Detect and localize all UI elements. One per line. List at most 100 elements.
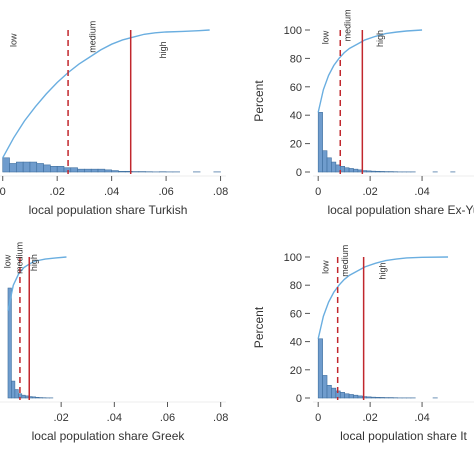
histogram-bar [2,157,10,173]
x-tick-label: .06 [160,412,175,424]
y-tick-label: 100 [284,252,302,264]
histogram-bar [353,168,359,173]
x-tick-label: 0 [315,412,321,424]
histogram-bar [348,168,354,173]
y-tick-label: 20 [290,365,302,377]
histogram-bar [31,396,36,399]
histogram-bar [11,380,16,399]
histogram-bar [21,394,26,399]
histogram-bar [24,395,30,399]
chart-panel-top-left: low medium high 0 .02 .04 .06 .08 local populati… [0,21,228,217]
histogram-bar [331,161,337,173]
histogram-bar [344,393,350,399]
x-tick-label: .02 [50,186,65,198]
histogram-bar [366,170,372,173]
histogram-bar [16,161,24,173]
region-label-medium: medium [87,21,97,53]
histogram-bar [339,392,345,399]
histogram-bar [9,163,17,173]
histogram-bar [56,166,65,173]
histogram-bar [326,385,332,399]
cumulative-share-line [317,29,423,113]
x-tick-label: .08 [213,186,228,198]
x-tick-label: 0 [0,186,6,198]
x-axis-title: local population share Turkish [29,203,188,217]
histogram-bar [317,338,323,399]
chart-panel-bottom-right: low medium high 0 .02 .04 0 20 40 60 80 100 local po… [252,245,474,443]
region-label-low: low [321,260,331,274]
histogram-bar [22,161,31,173]
x-tick-label: .08 [213,412,228,424]
histogram-bar [90,168,99,173]
x-axis-title: local population share It [340,429,467,443]
y-tick-label: 0 [296,167,302,179]
y-tick-label: 80 [290,280,302,292]
histogram-bar [357,395,363,399]
x-tick-label: .04 [104,186,119,198]
histogram-bar [118,170,126,173]
histogram-bar [317,112,323,173]
y-tick-label: 60 [290,82,302,94]
x-axis-title: local population share Ex-Yu [327,203,474,217]
region-label-low: low [8,33,18,47]
histogram-bar [14,389,19,399]
y-tick-label: 60 [290,308,302,320]
histogram-bar [353,394,359,399]
histogram-bar [331,387,337,399]
histogram-bar [29,161,38,173]
histogram-bar [322,150,328,173]
histogram-bar [375,396,381,399]
histogram-bar [70,167,78,173]
histogram-bar [84,168,92,173]
x-tick-label: .02 [362,186,377,198]
histogram-bar [7,287,12,399]
histogram-bar [370,396,376,399]
chart-panel-bottom-left: low medium high .02 .04 .06 .08 local populatio… [0,242,228,443]
y-tick-label: 40 [290,337,302,349]
x-tick-label: .06 [158,186,173,198]
region-label-low: low [3,254,13,268]
y-tick-label: 40 [290,110,302,122]
histogram-bar [104,169,112,173]
cumulative-share-line [317,256,449,339]
y-tick-label: 0 [296,393,302,405]
x-tick-label: .04 [414,186,429,198]
histogram-bar [379,397,385,399]
x-tick-label: 0 [315,186,321,198]
x-tick-label: .04 [107,412,122,424]
region-label-medium: medium [15,242,25,274]
x-axis-title: local population share Greek [32,429,186,443]
chart-panel-top-right: low medium high 0 .02 .04 0 20 40 60 80 100 local po… [252,9,474,217]
y-tick-label: 20 [290,139,302,151]
x-tick-label: .02 [54,412,69,424]
x-tick-label: .04 [414,412,429,424]
y-tick-label: 100 [284,25,302,37]
histogram-bar [50,166,58,173]
region-label-medium: medium [343,9,353,41]
region-label-high: high [375,30,385,47]
region-label-high: high [158,41,168,58]
region-label-low: low [321,30,331,44]
y-tick-label: 80 [290,53,302,65]
histogram-bar [366,396,372,399]
region-label-high: high [378,263,388,280]
histogram-bar [35,396,40,399]
region-label-medium: medium [340,245,350,277]
histogram-bar [370,170,376,173]
region-label-high: high [29,254,39,271]
cumulative-share-line [2,29,210,159]
histogram-bar [348,394,354,399]
y-axis-title: Percent [252,306,266,348]
x-tick-label: .02 [362,412,377,424]
histogram-bar [375,170,381,173]
histogram-bar [77,168,85,173]
histogram-bar [326,157,332,173]
histogram-bar [344,167,350,173]
histogram-bar [111,170,119,173]
y-axis-title: Percent [252,80,266,122]
histogram-bar [97,168,106,173]
histogram-bar [379,171,385,173]
histogram-bar [43,164,51,173]
histogram-bar [36,163,44,173]
